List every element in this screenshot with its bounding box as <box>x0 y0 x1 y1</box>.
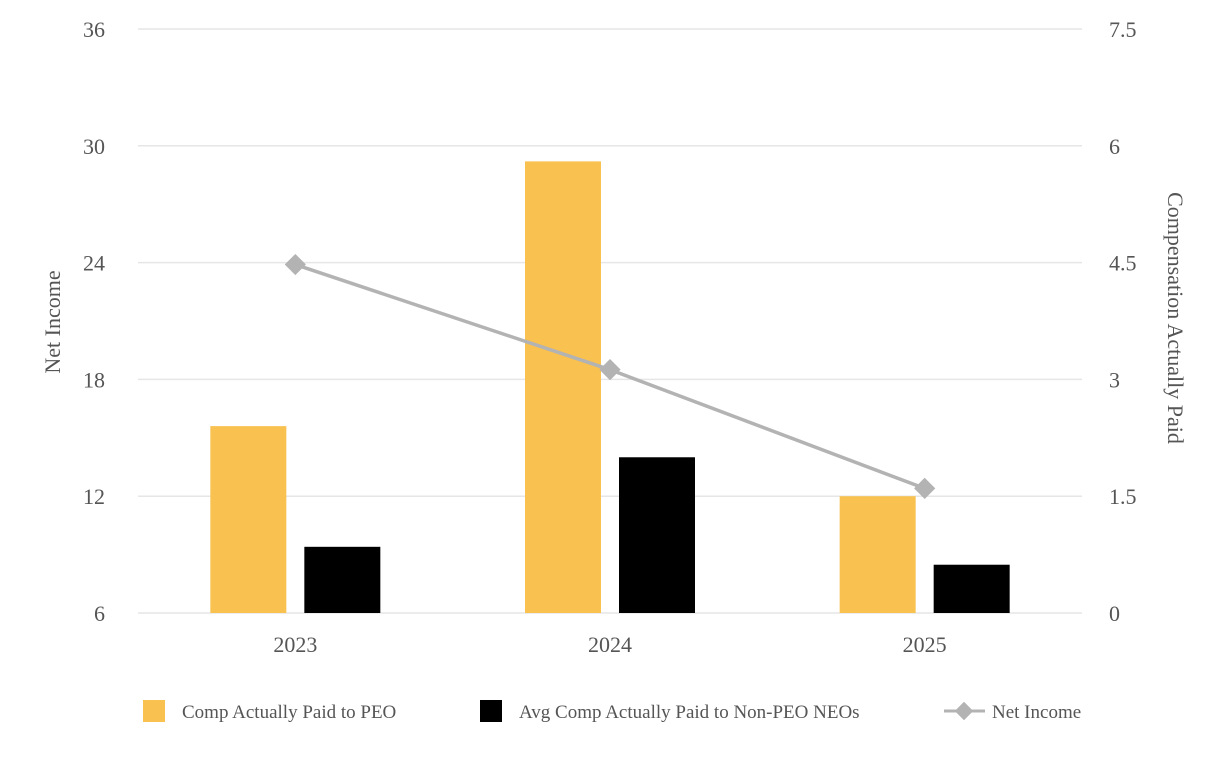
right-tick-label: 7.5 <box>1109 17 1137 42</box>
left-tick-label: 36 <box>83 17 105 42</box>
right-tick-label: 1.5 <box>1109 484 1137 509</box>
bars <box>210 161 1010 613</box>
net-income-point-2023 <box>284 253 306 276</box>
net-income-point-2025 <box>914 477 936 500</box>
right-tick-label: 6 <box>1109 134 1120 159</box>
left-tick-label: 18 <box>83 367 105 392</box>
left-tick-label: 12 <box>83 484 105 509</box>
bar-peo-2025 <box>839 496 916 613</box>
legend-label-net-income: Net Income <box>992 702 1081 723</box>
bar-peo-2023 <box>210 426 287 613</box>
right-tick-label: 3 <box>1109 367 1120 392</box>
left-tick-label: 24 <box>83 251 105 276</box>
legend-label-peo: Comp Actually Paid to PEO <box>182 702 396 723</box>
bar-peo-2024 <box>525 161 601 613</box>
net-income-point-2024 <box>599 359 621 381</box>
right-tick-label: 4.5 <box>1109 251 1137 276</box>
left-tick-label: 30 <box>83 134 105 159</box>
right-tick-label: 0 <box>1109 601 1120 626</box>
bar-neo-2023 <box>304 546 381 613</box>
x-tick-label: 2024 <box>588 632 632 657</box>
legend: Comp Actually Paid to PEO Avg Comp Actua… <box>143 700 1081 723</box>
net-income-line <box>284 253 936 500</box>
right-axis-ticks: 0 1.5 3 4.5 6 7.5 <box>1109 17 1137 626</box>
x-tick-label: 2025 <box>903 632 947 657</box>
left-tick-label: 6 <box>94 601 105 626</box>
legend-label-neo: Avg Comp Actually Paid to Non-PEO NEOs <box>519 702 860 723</box>
x-axis-ticks: 2023 2024 2025 <box>273 632 946 657</box>
bar-neo-2025 <box>933 564 1010 613</box>
left-axis-title: Net Income <box>40 270 65 373</box>
left-axis-ticks: 6 12 18 24 30 36 <box>83 17 105 626</box>
legend-marker-net-income <box>954 701 974 721</box>
legend-swatch-peo <box>143 700 165 722</box>
right-axis-title: Compensation Actually Paid <box>1163 192 1188 444</box>
x-tick-label: 2023 <box>273 632 317 657</box>
legend-swatch-neo <box>480 700 502 722</box>
bar-neo-2024 <box>619 457 695 613</box>
